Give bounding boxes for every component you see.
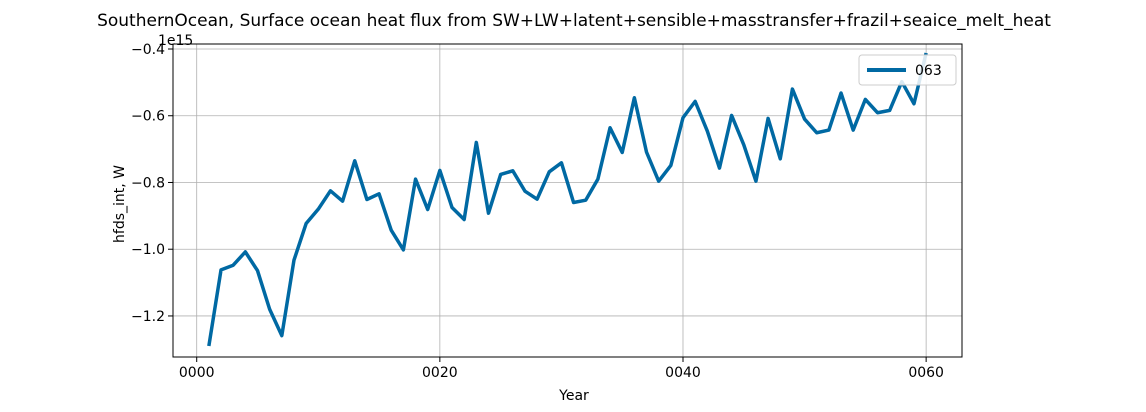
x-tick-label: 0060 (908, 365, 944, 381)
y-tick-label: −0.8 (131, 175, 165, 191)
chart-title: SouthernOcean, Surface ocean heat flux f… (97, 11, 1051, 31)
legend-label: 063 (915, 63, 942, 79)
y-tick-label: −0.6 (131, 109, 165, 125)
x-tick-label: 0020 (422, 365, 458, 381)
plot-frame (172, 43, 963, 358)
y-tick-label: −1.2 (131, 309, 165, 325)
x-axis-label: Year (558, 388, 589, 404)
x-tick-label: 0000 (179, 365, 215, 381)
series-line (207, 52, 928, 347)
y-axis-label: hfds_int, W (112, 165, 128, 243)
y-tick-label: −0.4 (131, 42, 165, 58)
legend-box (858, 54, 957, 86)
grid-layer (173, 44, 962, 357)
y-tick-label: −1.0 (131, 242, 165, 258)
x-tick-label: 0040 (665, 365, 701, 381)
tick-layer: 0000 0020 0040 0060 −1.2 −1.0 −0.8 −0.6 −0.4 (131, 42, 944, 381)
y-axis-offset-label: 1e15 (158, 33, 193, 49)
legend: 063 (858, 54, 957, 86)
plot-layer (207, 52, 928, 347)
